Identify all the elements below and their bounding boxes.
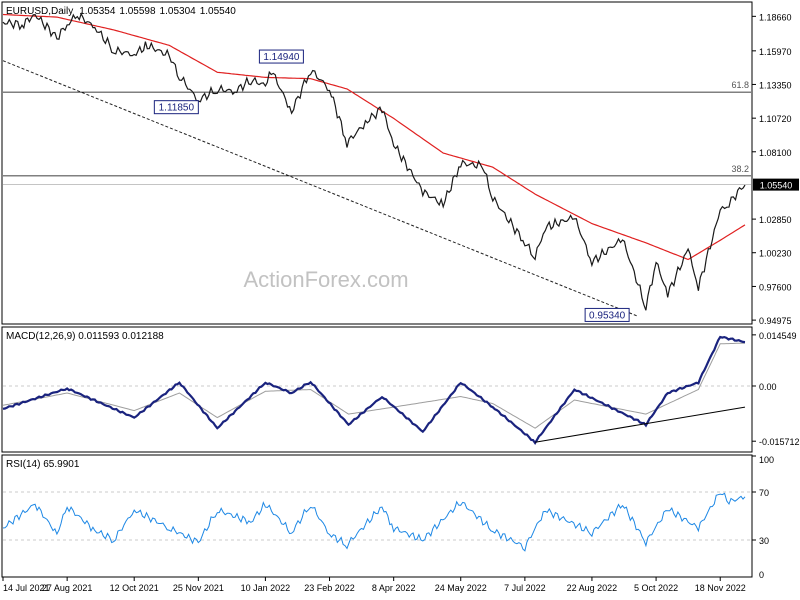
- ohlc-low: 1.05304: [160, 6, 197, 17]
- x-tick-label: 22 Aug 2022: [567, 583, 618, 593]
- price-line: [2, 12, 746, 311]
- macd-line: [2, 335, 746, 446]
- y-tick-label: 1.08100: [759, 148, 792, 158]
- dashed-trendline: [2, 60, 638, 317]
- x-tick-label: 10 Jan 2022: [241, 583, 291, 593]
- macd-y-tick-label: -0.015712: [759, 437, 800, 447]
- price-series: [2, 12, 746, 317]
- x-tick-label: 12 Oct 2021: [110, 583, 159, 593]
- macd-signal-line: [2, 342, 746, 429]
- rsi-line: [2, 492, 746, 552]
- last-price-box: [753, 178, 799, 191]
- y-tick-label: 1.15970: [759, 47, 792, 57]
- y-tick-label: 1.10720: [759, 114, 792, 124]
- last-price-label: 1.05540: [760, 181, 793, 191]
- x-tick-label: 27 Aug 2021: [42, 583, 93, 593]
- swing-label-box: [258, 49, 304, 64]
- fib-level-label: 61.8: [731, 80, 749, 90]
- ohlc-close: 1.05540: [200, 6, 237, 17]
- x-tick-label: 18 Nov 2022: [695, 583, 746, 593]
- macd-panel: [1, 326, 753, 453]
- price-levels: 61.8 38.2: [3, 80, 751, 186]
- price-title: EURUSD,Daily 1.05354 1.05598 1.05304 1.05540: [6, 6, 236, 17]
- swing-label: 0.95340: [589, 310, 626, 321]
- rsi-panel: [1, 454, 753, 578]
- axis-labels: 1.18660 1.15970 1.13350 1.10720 1.08100 1.055…: [2, 12, 800, 593]
- price-symbol: EURUSD,Daily: [6, 6, 73, 17]
- rsi-title: RSI(14) 65.9901: [6, 459, 80, 470]
- ohlc-open: 1.05354: [79, 6, 116, 17]
- x-tick-label: 25 Nov 2021: [173, 583, 224, 593]
- rsi-y-tick-label: 30: [759, 536, 769, 546]
- y-tick-label: 0.97600: [759, 282, 792, 292]
- ohlc-high: 1.05598: [119, 6, 156, 17]
- moving-average-line: [2, 13, 746, 261]
- y-tick-label: 1.02850: [759, 215, 792, 225]
- swing-label: 1.11850: [159, 103, 195, 114]
- rsi-y-tick-label: 100: [759, 455, 774, 465]
- x-tick-label: 14 Jul 2021: [3, 583, 50, 593]
- rsi-y-tick-label: 0: [759, 570, 764, 580]
- y-tick-label: 1.18660: [759, 12, 792, 22]
- macd-title: MACD(12,26,9) 0.011593 0.012188: [6, 331, 164, 342]
- rsi-series: [2, 491, 751, 552]
- watermark: ActionForex.com: [243, 267, 408, 292]
- macd-trendline: [534, 406, 746, 443]
- macd-y-tick-label: 0.00: [759, 382, 777, 392]
- price-panel: [1, 1, 753, 325]
- x-tick-label: 8 Apr 2022: [372, 583, 416, 593]
- x-tick-label: 5 Oct 2022: [634, 583, 678, 593]
- macd-series: [2, 335, 751, 446]
- swing-label: 1.14940: [263, 52, 300, 63]
- swing-label-box: [153, 100, 199, 115]
- price-annotations: 1.14940 1.11850 0.95340: [153, 49, 630, 322]
- fib-level-label: 38.2: [731, 164, 749, 174]
- x-tick-label: 24 May 2022: [435, 583, 487, 593]
- swing-label-box: [584, 307, 630, 322]
- y-tick-label: 0.94975: [759, 316, 792, 326]
- x-tick-label: 7 Jul 2022: [504, 583, 546, 593]
- macd-y-tick-label: 0.014549: [759, 331, 797, 341]
- y-tick-label: 1.13350: [759, 80, 792, 90]
- rsi-y-tick-label: 70: [759, 488, 769, 498]
- y-tick-label: 1.00230: [759, 249, 792, 259]
- x-tick-label: 23 Feb 2022: [304, 583, 355, 593]
